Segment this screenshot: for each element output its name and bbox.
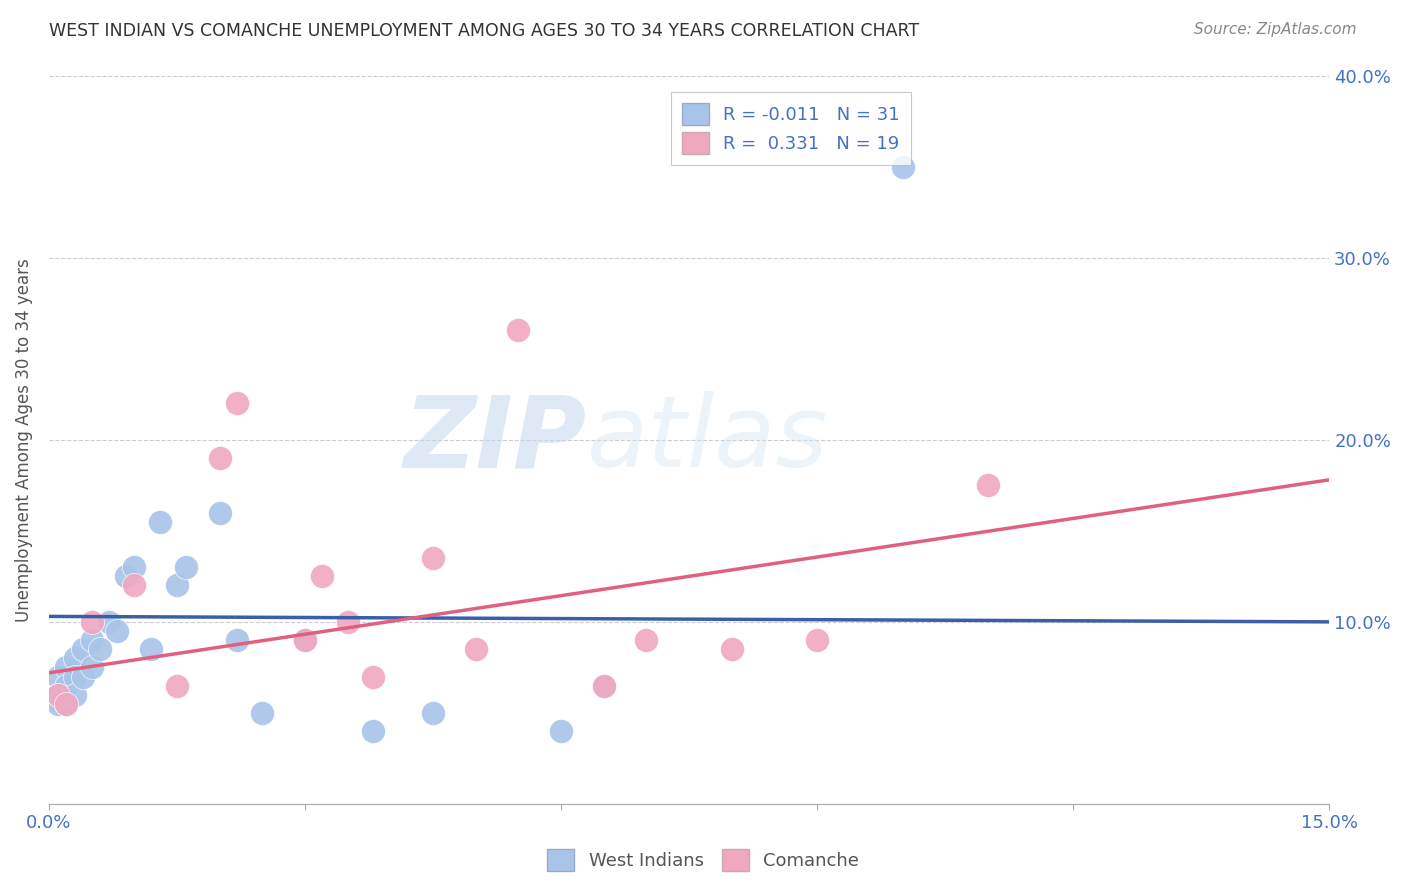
Point — [252, 706, 274, 720]
Point — [149, 515, 172, 529]
Point — [422, 551, 444, 566]
Point — [46, 669, 69, 683]
Point — [363, 724, 385, 739]
Point — [89, 642, 111, 657]
Point — [508, 323, 530, 337]
Point — [464, 642, 486, 657]
Point — [891, 160, 914, 174]
Point — [174, 560, 197, 574]
Point — [336, 615, 359, 629]
Point — [550, 724, 572, 739]
Point — [63, 688, 86, 702]
Y-axis label: Unemployment Among Ages 30 to 34 years: Unemployment Among Ages 30 to 34 years — [15, 258, 32, 622]
Point — [80, 660, 103, 674]
Point — [141, 642, 163, 657]
Point — [311, 569, 333, 583]
Point — [592, 679, 614, 693]
Point — [294, 633, 316, 648]
Point — [105, 624, 128, 638]
Point — [294, 633, 316, 648]
Point — [977, 478, 1000, 492]
Point — [124, 560, 146, 574]
Point — [225, 633, 247, 648]
Point — [166, 578, 188, 592]
Point — [806, 633, 828, 648]
Point — [114, 569, 136, 583]
Point — [636, 633, 658, 648]
Point — [80, 633, 103, 648]
Point — [80, 615, 103, 629]
Point — [46, 688, 69, 702]
Point — [55, 679, 77, 693]
Point — [63, 651, 86, 665]
Point — [97, 615, 120, 629]
Point — [592, 679, 614, 693]
Text: atlas: atlas — [586, 392, 828, 488]
Point — [124, 578, 146, 592]
Point — [208, 450, 231, 465]
Point — [55, 697, 77, 711]
Point — [720, 642, 742, 657]
Point — [225, 396, 247, 410]
Legend: West Indians, Comanche: West Indians, Comanche — [540, 842, 866, 879]
Text: ZIP: ZIP — [404, 392, 586, 488]
Point — [55, 697, 77, 711]
Legend: R = -0.011   N = 31, R =  0.331   N = 19: R = -0.011 N = 31, R = 0.331 N = 19 — [671, 92, 911, 165]
Point — [72, 642, 94, 657]
Point — [63, 669, 86, 683]
Point — [72, 669, 94, 683]
Text: Source: ZipAtlas.com: Source: ZipAtlas.com — [1194, 22, 1357, 37]
Point — [363, 669, 385, 683]
Point — [55, 660, 77, 674]
Point — [422, 706, 444, 720]
Text: WEST INDIAN VS COMANCHE UNEMPLOYMENT AMONG AGES 30 TO 34 YEARS CORRELATION CHART: WEST INDIAN VS COMANCHE UNEMPLOYMENT AMO… — [49, 22, 920, 40]
Point — [46, 688, 69, 702]
Point — [46, 697, 69, 711]
Point — [166, 679, 188, 693]
Point — [208, 506, 231, 520]
